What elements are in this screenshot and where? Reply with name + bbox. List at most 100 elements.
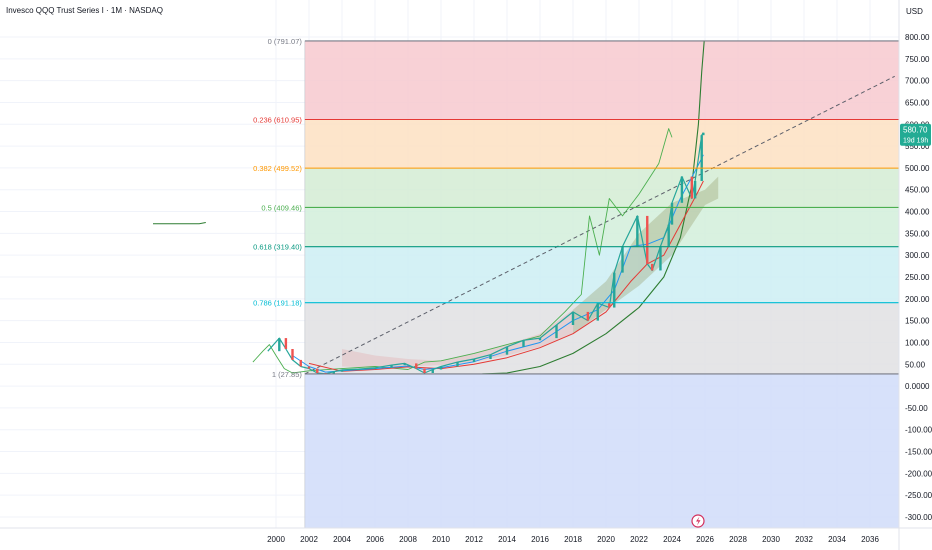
x-tick-label: 2036 [861, 535, 879, 544]
fibonacci-retracement-zones[interactable] [304, 40, 899, 528]
y-tick-label: 750.00 [905, 55, 930, 64]
candle [489, 354, 492, 360]
x-tick-label: 2004 [333, 535, 351, 544]
candle [415, 363, 418, 369]
y-tick-label: -50.00 [905, 404, 928, 413]
y-tick-label: 450.00 [905, 186, 930, 195]
candle [651, 263, 654, 271]
y-tick-label: -250.00 [905, 491, 932, 500]
candle [680, 176, 684, 203]
fib-level-label: 0 (791.07) [268, 37, 303, 46]
y-tick-label: 200.00 [905, 295, 930, 304]
candle [307, 366, 311, 369]
candle [667, 224, 670, 247]
x-tick-label: 2006 [366, 535, 384, 544]
trendline[interactable] [304, 75, 895, 375]
candle [340, 369, 344, 372]
x-tick-label: 2018 [564, 535, 582, 544]
series-ma-red [308, 180, 704, 372]
y-tick-label: 500.00 [905, 164, 930, 173]
price-axis[interactable]: 800.00750.00700.00650.00600.00550.00500.… [905, 33, 932, 522]
fibonacci-levels: 0 (791.07) 0.236 (610.95) 0.382 (499.52) 0.… [253, 37, 899, 379]
x-tick-label: 2012 [465, 535, 483, 544]
y-tick-label: 100.00 [905, 338, 930, 347]
fib-zone-extension [304, 373, 899, 528]
candle [316, 368, 319, 373]
x-tick-label: 2008 [399, 535, 417, 544]
candle [332, 371, 335, 374]
x-tick-label: 2010 [432, 535, 450, 544]
candle [608, 303, 611, 308]
y-tick-label: 350.00 [905, 229, 930, 238]
fib-zone [304, 40, 899, 120]
candle [472, 359, 476, 363]
y-tick-label: -100.00 [905, 426, 932, 435]
candle [522, 340, 525, 347]
fib-zone [304, 168, 899, 208]
candle [538, 338, 542, 341]
candle [278, 338, 281, 352]
candle [690, 176, 693, 199]
candle [423, 368, 426, 373]
candle [586, 311, 590, 321]
candle [571, 311, 575, 325]
y-tick-label: -150.00 [905, 448, 932, 457]
current-price-badge: 580.70 19d 19h [900, 123, 931, 146]
fib-zone [304, 119, 899, 169]
y-tick-label: 50.00 [905, 360, 926, 369]
y-tick-label: -200.00 [905, 469, 932, 478]
y-tick-label: 0.0000 [905, 382, 930, 391]
fib-level-label: 1 (27.85) [272, 370, 303, 379]
symbol-title: Invesco QQQ Trust Series I · 1M · NASDAQ [6, 6, 163, 15]
candle [390, 365, 393, 368]
candle [702, 132, 705, 136]
x-tick-label: 2032 [795, 535, 813, 544]
x-tick-label: 2028 [729, 535, 747, 544]
time-axis[interactable]: 2000 2002 2004 2006 2008 2010 2012 2014 2016 2018… [267, 535, 879, 544]
bar-countdown: 19d 19h [903, 138, 928, 145]
candle [621, 246, 624, 273]
candle [613, 272, 616, 308]
candle [403, 363, 406, 366]
x-tick-label: 2034 [828, 535, 846, 544]
fib-level-label: 0.5 (409.46) [261, 203, 302, 212]
series-ma-blue [292, 154, 704, 373]
candle [505, 346, 509, 355]
candle [659, 246, 662, 271]
candle [431, 369, 434, 373]
x-tick-label: 2016 [531, 535, 549, 544]
candle [299, 359, 302, 367]
y-tick-label: 550.00 [905, 142, 930, 151]
x-tick-label: 2024 [663, 535, 681, 544]
fib-level-label: 0.236 (610.95) [253, 115, 302, 124]
currency-label[interactable]: USD [906, 7, 923, 16]
x-tick-label: 2030 [762, 535, 780, 544]
y-tick-label: 700.00 [905, 77, 930, 86]
candle [456, 362, 459, 367]
x-tick-label: 2000 [267, 535, 285, 544]
candle [555, 325, 558, 339]
y-tick-label: 300.00 [905, 251, 930, 260]
candle [636, 215, 639, 247]
current-price-value: 580.70 [903, 126, 928, 135]
candle [373, 367, 377, 370]
candle [284, 338, 288, 349]
fib-level-label: 0.786 (191.18) [253, 299, 302, 308]
x-tick-label: 2026 [696, 535, 714, 544]
candle [646, 215, 649, 264]
x-tick-label: 2020 [597, 535, 615, 544]
dashed-trendline [304, 75, 895, 375]
x-tick-label: 2014 [498, 535, 516, 544]
series-lagging-green [252, 128, 673, 374]
lightning-icon[interactable] [691, 514, 705, 528]
fib-zone [304, 246, 899, 303]
candle [439, 366, 443, 370]
cloud-area [342, 176, 719, 368]
floating-segment [153, 221, 206, 225]
fib-level-label: 0.382 (499.52) [253, 164, 302, 173]
y-tick-label: 800.00 [905, 33, 930, 42]
candle [670, 202, 674, 225]
y-tick-label: -300.00 [905, 513, 932, 522]
